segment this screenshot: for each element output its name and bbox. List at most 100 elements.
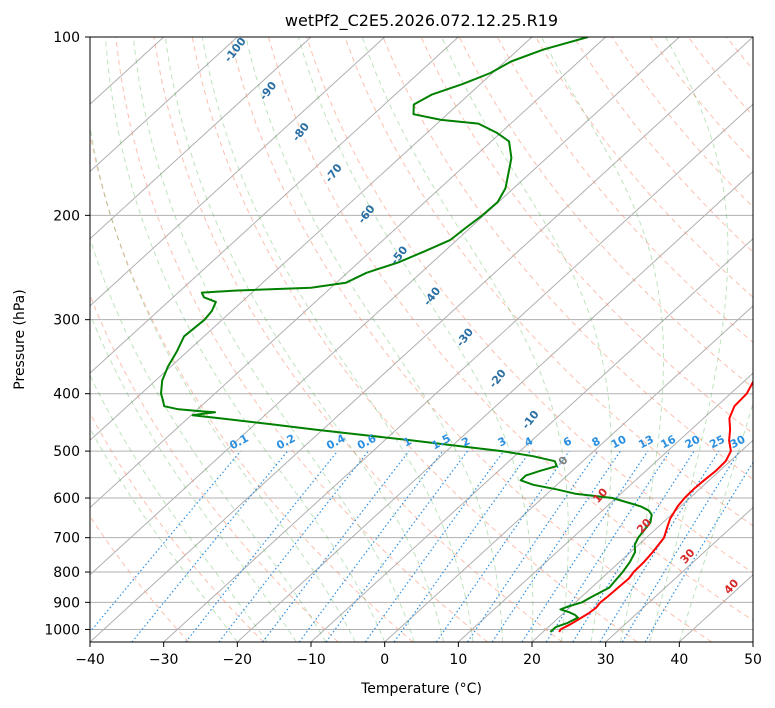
moist-adiabat-line — [678, 401, 753, 642]
y-tick-label: 1000 — [44, 622, 80, 638]
mixing-ratio-line — [325, 450, 468, 642]
isotherm-line — [90, 37, 533, 442]
moist-adiabat-line — [540, 37, 664, 642]
x-axis: −40 −30 −20 −10 0 10 20 30 40 50 — [75, 642, 762, 668]
dry-adiabat-line — [535, 37, 753, 298]
mixing-ratio-label: 0.2 — [274, 432, 297, 453]
mixing-ratio-line — [262, 450, 410, 642]
moist-adiabat-line — [297, 37, 534, 642]
dry-adiabat-line — [306, 37, 753, 574]
y-tick-label: 700 — [53, 531, 80, 547]
isotherm-line — [752, 641, 753, 642]
moist-adiabat-line — [132, 37, 415, 642]
mixing-ratio-line — [545, 450, 671, 642]
dry-adiabat-line — [90, 131, 414, 642]
y-tick-label: 500 — [53, 444, 80, 460]
isotherm-line — [90, 37, 386, 307]
dry-adiabat-line — [90, 515, 190, 642]
dry-adiabat-label: -10 — [519, 408, 542, 432]
mixing-ratio-line — [521, 450, 649, 642]
isotherm-line — [90, 37, 753, 642]
mixing-ratio-label: 8 — [590, 434, 603, 449]
isotherm-line — [90, 37, 459, 374]
y-axis: 100 200 300 400 500 600 700 800 900 1000 — [44, 30, 90, 638]
moist-adiabat-line — [105, 37, 386, 642]
moist-adiabat-label: 30 — [678, 546, 698, 566]
moist-adiabat-label: 40 — [721, 576, 741, 596]
moist-adiabat-line — [90, 236, 327, 642]
isotherms — [90, 37, 753, 642]
isotherm-line — [90, 37, 607, 509]
mixing-ratio-label: 1 — [401, 434, 414, 449]
mixing-ratio-line — [621, 450, 740, 642]
moist-adiabat-line — [441, 37, 612, 642]
dry-adiabat-line — [115, 37, 488, 642]
mixing-ratio-label: 25 — [707, 433, 727, 452]
dry-adiabat-line — [90, 293, 339, 642]
mixing-ratio-line — [218, 450, 369, 642]
dry-adiabat-label: 0 — [556, 454, 571, 468]
mixing-ratio-label: 0.1 — [227, 432, 250, 453]
y-tick-label: 200 — [53, 208, 80, 224]
isotherm-line — [531, 439, 753, 642]
moist-adiabat-line — [164, 37, 445, 642]
dry-adiabat-line — [687, 37, 753, 117]
dry-adiabat-line — [726, 37, 753, 71]
moist-adiabat-line — [90, 312, 297, 642]
moist-adiabat-line — [361, 37, 569, 642]
mixing-ratio-line — [599, 450, 720, 642]
y-tick-label: 800 — [53, 565, 80, 581]
mixing-ratio-line — [185, 450, 339, 642]
x-tick-label: −20 — [223, 652, 253, 668]
isotherm-line — [384, 305, 753, 642]
mixing-ratio-line — [435, 450, 570, 642]
profiles — [160, 37, 753, 633]
x-tick-label: −40 — [75, 652, 105, 668]
mixing-ratio-labels: 0.1 0.2 0.4 0.6 1 1.5 2 3 4 6 8 10 13 16 20 25 30 — [227, 432, 747, 453]
dry-adiabat-label: -30 — [454, 325, 477, 349]
isotherm-line — [90, 37, 312, 240]
dry-adiabat-line — [229, 37, 712, 642]
x-tick-label: 10 — [449, 652, 467, 668]
isotherm-line — [310, 237, 753, 642]
isotherm-line — [236, 170, 753, 642]
y-tick-label: 600 — [53, 491, 80, 507]
mixing-ratio-label: 20 — [683, 432, 703, 451]
mixing-ratio-label: 0.4 — [324, 432, 348, 453]
dry-adiabat-line — [344, 37, 753, 527]
mixing-ratio-line — [572, 450, 695, 642]
moist-adiabat-line — [90, 123, 356, 642]
x-tick-label: 20 — [523, 652, 541, 668]
y-axis-title: Pressure (hPa) — [12, 289, 28, 389]
mixing-ratio-label: 16 — [658, 433, 678, 452]
dry-adiabat-line — [191, 37, 638, 642]
x-tick-label: 50 — [744, 652, 762, 668]
moist-adiabat-line — [90, 427, 238, 642]
temperature-profile-line — [558, 379, 753, 633]
isotherm-line — [90, 37, 238, 173]
y-tick-label: 100 — [53, 30, 80, 46]
dry-adiabat-line — [458, 37, 753, 389]
x-tick-label: −30 — [149, 652, 179, 668]
dry-adiabat-line — [90, 412, 264, 642]
dry-adiabat-label: -70 — [322, 161, 345, 185]
dry-adiabat-label: -50 — [388, 243, 411, 267]
y-tick-label: 300 — [53, 313, 80, 329]
dry-adiabat-line — [153, 37, 563, 642]
mixing-ratio-label: 10 — [609, 432, 629, 451]
x-tick-label: 40 — [670, 652, 688, 668]
plot-frame — [89, 36, 754, 643]
y-tick-label: 900 — [53, 595, 80, 611]
dry-adiabat-label: -100 — [222, 35, 249, 65]
mixing-ratio-line — [131, 450, 289, 642]
dry-adiabat-label: -80 — [290, 120, 313, 144]
x-tick-label: −10 — [296, 652, 326, 668]
isotherm-line — [163, 103, 753, 642]
mixing-ratio-lines — [90, 450, 753, 642]
mixing-ratio-line — [298, 450, 444, 642]
x-axis-title: Temperature (°C) — [360, 681, 482, 697]
moist-adiabat-line — [201, 37, 474, 642]
dry-adiabat-label: -90 — [257, 79, 280, 103]
